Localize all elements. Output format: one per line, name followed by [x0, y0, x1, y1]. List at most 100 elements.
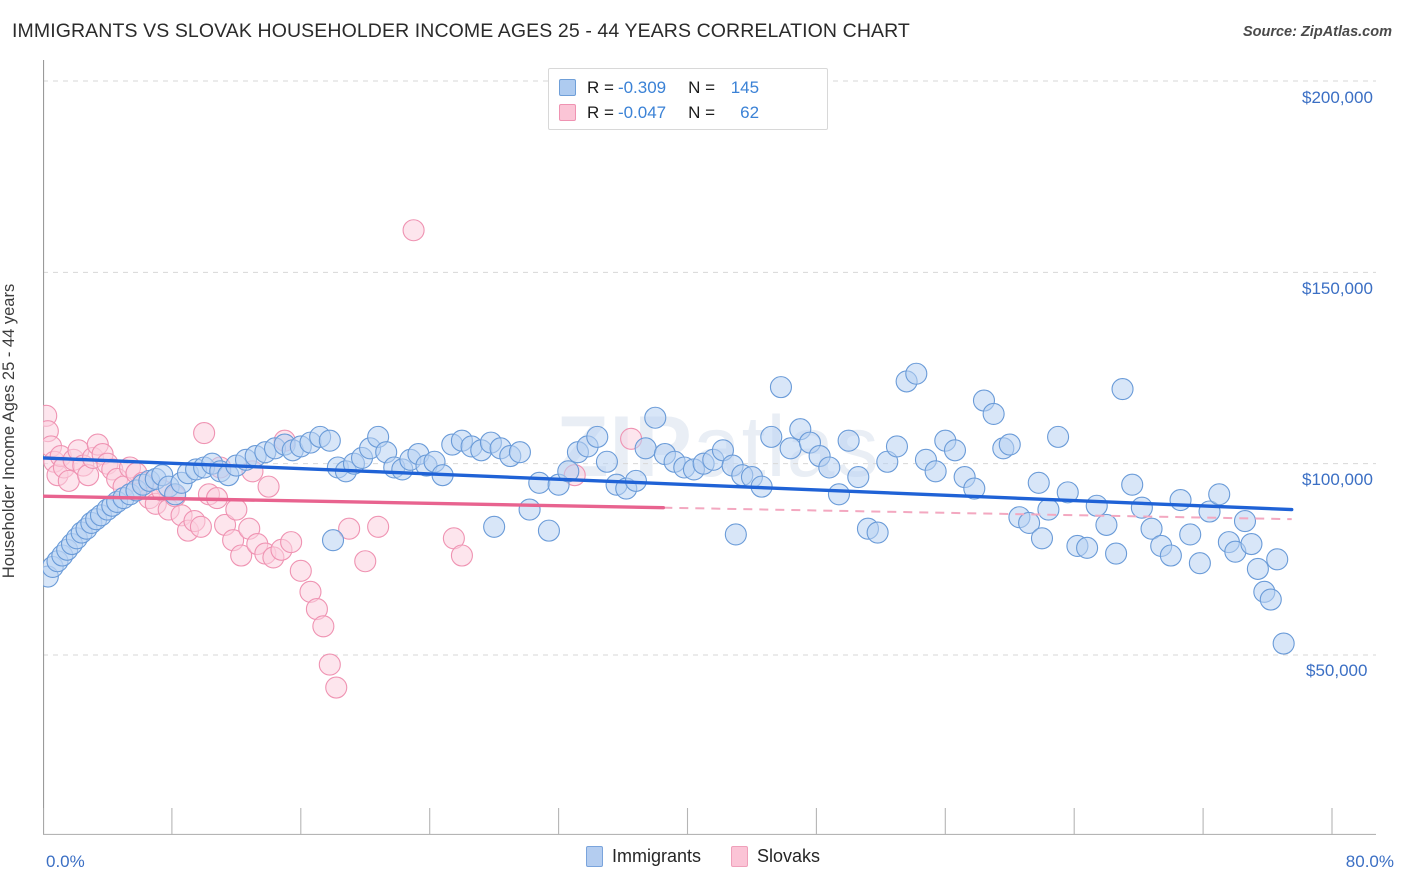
data-point[interactable] [1130, 496, 1153, 519]
data-point[interactable] [1056, 481, 1079, 504]
page-title: IMMIGRANTS VS SLOVAK HOUSEHOLDER INCOME … [12, 20, 910, 42]
stats-n-label-slovaks: N = [688, 102, 716, 122]
data-point[interactable] [1246, 557, 1269, 580]
data-point[interactable] [450, 544, 473, 567]
legend-swatch-immigrants [585, 846, 603, 867]
y-axis-title-label: Householder Income Ages 25 - 44 years [0, 283, 18, 579]
data-point[interactable] [1233, 510, 1257, 533]
data-point[interactable] [1188, 552, 1211, 575]
data-point[interactable] [837, 429, 860, 452]
data-point[interactable] [998, 433, 1021, 456]
data-point[interactable] [518, 498, 541, 521]
data-point[interactable] [537, 519, 560, 542]
legend-item-slovaks[interactable]: Slovaks [730, 846, 821, 867]
data-point[interactable] [924, 460, 947, 483]
data-point[interactable] [318, 653, 341, 676]
data-point[interactable] [508, 441, 531, 464]
data-point[interactable] [982, 402, 1005, 425]
data-point[interactable] [885, 435, 909, 458]
y-tick-label-200000: $200,000 [1302, 88, 1373, 107]
data-point[interactable] [760, 425, 783, 448]
data-point[interactable] [483, 515, 506, 538]
series-slovaks [43, 219, 643, 699]
data-point[interactable] [1208, 483, 1231, 506]
data-point[interactable] [189, 515, 212, 538]
data-point[interactable] [321, 529, 345, 552]
data-point[interactable] [1240, 532, 1263, 556]
trendline-slovaks [43, 494, 666, 510]
data-point[interactable] [1179, 523, 1202, 546]
data-point[interactable] [528, 471, 551, 494]
data-point[interactable] [827, 483, 851, 506]
data-point[interactable] [943, 439, 967, 462]
data-point[interactable] [1121, 473, 1144, 496]
data-point[interactable] [1047, 425, 1070, 448]
data-point[interactable] [963, 477, 986, 500]
data-point[interactable] [905, 362, 928, 385]
y-tick-label-50000: $50,000 [1306, 661, 1368, 680]
data-point[interactable] [1095, 513, 1118, 536]
data-point[interactable] [634, 437, 657, 460]
trendline-extension-slovaks [663, 506, 1292, 521]
data-point[interactable] [225, 498, 248, 521]
stats-swatch-slovaks [559, 104, 576, 121]
stats-row-slovaks: R = -0.047 N = 62 [559, 100, 817, 125]
data-point[interactable] [847, 466, 870, 489]
y-axis-title: Householder Income Ages 25 - 44 years [0, 0, 19, 892]
data-point[interactable] [230, 544, 253, 567]
data-point[interactable] [818, 456, 841, 479]
data-point[interactable] [1272, 632, 1295, 655]
data-point[interactable] [280, 531, 303, 554]
data-point[interactable] [318, 429, 341, 452]
data-point[interactable] [1076, 536, 1099, 559]
data-point[interactable] [1105, 542, 1128, 565]
data-point[interactable] [193, 422, 216, 445]
data-point[interactable] [312, 615, 335, 638]
data-point[interactable] [1037, 498, 1060, 521]
data-point[interactable] [338, 517, 361, 540]
data-point[interactable] [257, 475, 280, 498]
data-point[interactable] [1159, 544, 1182, 567]
stats-n-value-slovaks: 62 [740, 102, 760, 122]
data-point[interactable] [595, 450, 618, 473]
stats-n-value-immigrants: 145 [730, 77, 760, 97]
data-point[interactable] [289, 559, 312, 582]
data-point[interactable] [1018, 511, 1041, 535]
data-point[interactable] [1140, 517, 1163, 540]
y-tick-label-100000: $100,000 [1302, 470, 1373, 489]
data-point[interactable] [769, 376, 793, 399]
stats-n-label-immigrants: N = [688, 77, 716, 97]
data-point[interactable] [866, 521, 889, 544]
x-axis-max-label: 80.0% [1345, 852, 1394, 871]
plot-svg [43, 60, 1376, 835]
data-point[interactable] [644, 406, 667, 429]
data-point[interactable] [586, 425, 609, 448]
data-point[interactable] [1027, 471, 1050, 494]
data-point[interactable] [1030, 527, 1054, 550]
data-point[interactable] [779, 437, 802, 460]
x-axis-min-label: 0.0% [46, 852, 85, 871]
stats-r-label-slovaks: R = [587, 102, 614, 122]
source-attribution: Source: ZipAtlas.com [1242, 24, 1392, 40]
stats-r-label-immigrants: R = [587, 77, 614, 97]
series-legend: Immigrants Slovaks [0, 846, 1406, 867]
stats-row-immigrants: R = -0.309 N = 145 [559, 75, 817, 100]
data-point[interactable] [1259, 588, 1282, 611]
legend-label-immigrants: Immigrants [611, 846, 701, 866]
data-point[interactable] [557, 460, 580, 483]
data-point[interactable] [1266, 548, 1289, 571]
legend-item-immigrants[interactable]: Immigrants [585, 846, 701, 867]
data-point[interactable] [325, 676, 348, 699]
data-point[interactable] [367, 515, 390, 538]
data-point[interactable] [724, 523, 747, 546]
data-point[interactable] [402, 219, 425, 242]
legend-swatch-slovaks [730, 846, 748, 867]
trendline-immigrants [43, 456, 1294, 512]
data-point[interactable] [354, 550, 377, 573]
data-point[interactable] [1111, 377, 1134, 401]
data-point[interactable] [1085, 494, 1108, 517]
correlation-stats-box: R = -0.309 N = 145 R = -0.047 N = 62 [548, 68, 828, 130]
legend-label-slovaks: Slovaks [756, 846, 821, 866]
data-point[interactable] [1169, 488, 1192, 512]
